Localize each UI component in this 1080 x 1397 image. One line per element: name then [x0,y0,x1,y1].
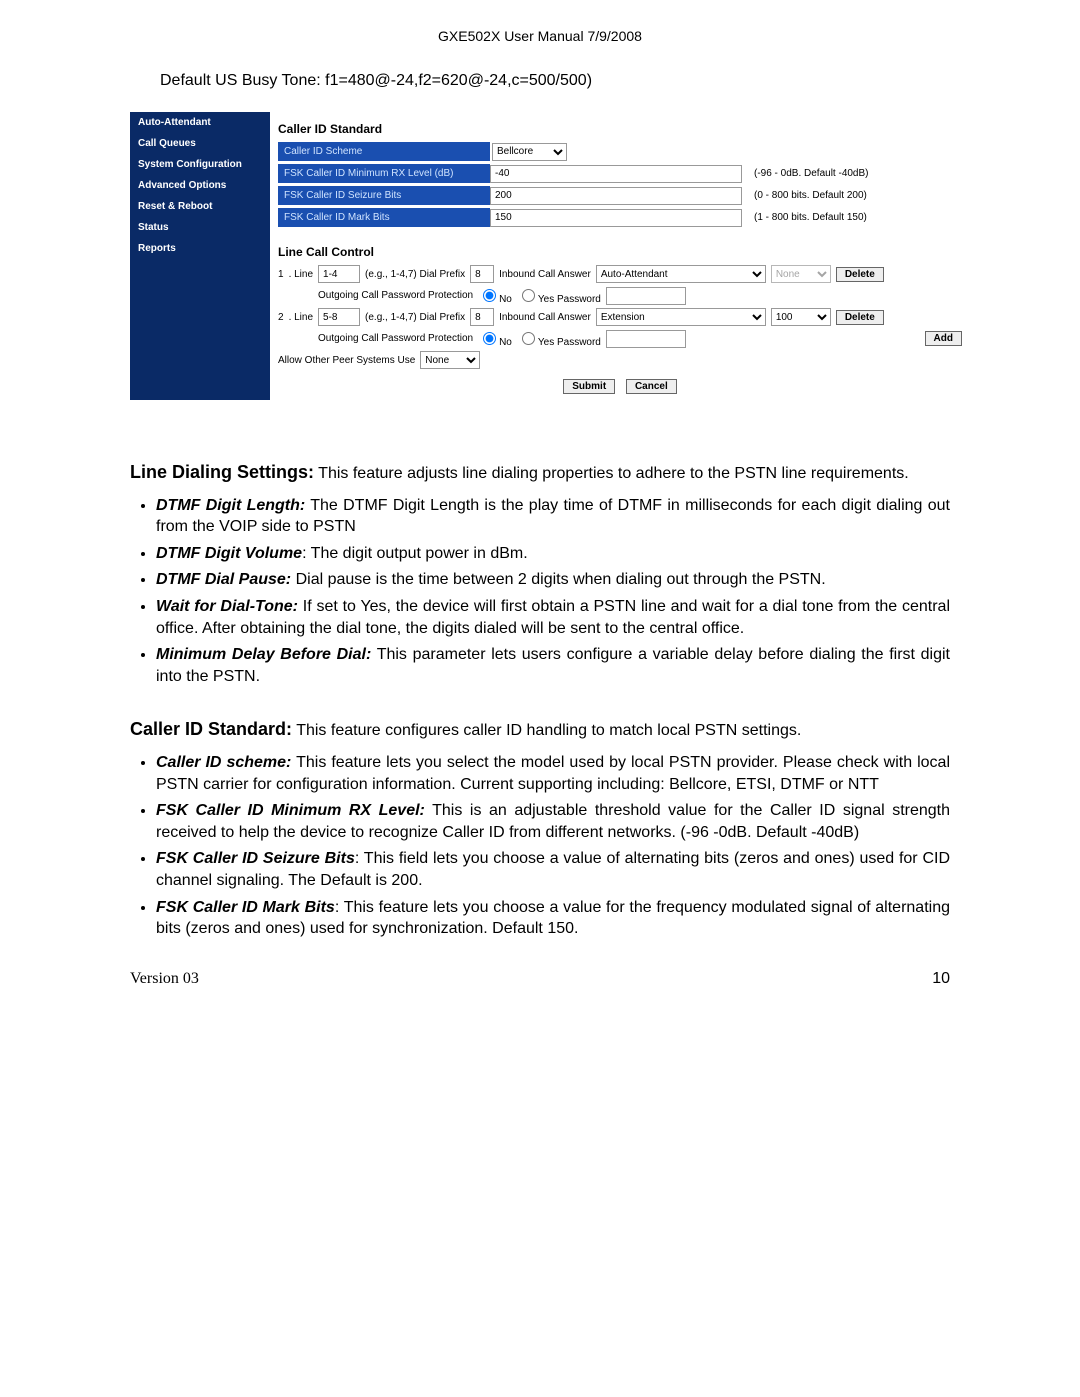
list-caller-id: Caller ID scheme: This feature lets you … [156,752,950,940]
label-seizure: FSK Caller ID Seizure Bits [278,186,490,205]
input-pwd-2[interactable] [606,330,686,348]
submit-button[interactable]: Submit [563,379,615,394]
section-caller-id: Caller ID Standard [278,122,962,136]
select-secondary-2[interactable]: 100 [771,308,831,326]
label-mark: FSK Caller ID Mark Bits [278,208,490,227]
section-line-call: Line Call Control [278,245,962,259]
input-seizure[interactable] [490,187,742,205]
delete-button-2[interactable]: Delete [836,310,884,325]
line-row-2: 2. Line (e.g., 1-4,7) Dial Prefix Inboun… [278,308,962,326]
label-rx-level: FSK Caller ID Minimum RX Level (dB) [278,164,490,183]
hint-mark: (1 - 800 bits. Default 150) [754,212,867,223]
page-header: GXE502X User Manual 7/9/2008 [0,28,1080,44]
out-row-1: Outgoing Call Password Protection No Yes… [318,286,962,305]
out-lbl-2: Outgoing Call Password Protection [318,333,473,344]
select-secondary-1[interactable]: None [771,265,831,283]
list-line-dialing: DTMF Digit Length: The DTMF Digit Length… [156,495,950,688]
admin-screenshot: Auto-Attendant Call Queues System Config… [130,112,970,400]
sidebar-item-advanced[interactable]: Advanced Options [130,175,270,196]
select-inbound-1[interactable]: Auto-Attendant [596,265,766,283]
cancel-button[interactable]: Cancel [626,379,677,394]
line-row-1: 1. Line (e.g., 1-4,7) Dial Prefix Inboun… [278,265,962,283]
row-seizure: FSK Caller ID Seizure Bits (0 - 800 bits… [278,186,962,205]
doc-caller-id: Caller ID Standard: This feature configu… [130,717,950,939]
eg-1: (e.g., 1-4,7) Dial Prefix [365,269,465,280]
row-cid-scheme: Caller ID Scheme Bellcore [278,142,962,161]
busy-tone-text: Default US Busy Tone: f1=480@-24,f2=620@… [160,72,1080,90]
radio-no-2[interactable] [483,332,496,345]
row-mark: FSK Caller ID Mark Bits (1 - 800 bits. D… [278,208,962,227]
input-rx-level[interactable] [490,165,742,183]
h-caller-id: Caller ID Standard: [130,719,292,739]
sidebar-item-reset[interactable]: Reset & Reboot [130,196,270,217]
hint-seizure: (0 - 800 bits. Default 200) [754,190,867,201]
doc-line-dialing: Line Dialing Settings: This feature adju… [130,460,950,687]
radio-no-1[interactable] [483,289,496,302]
input-prefix-2[interactable] [470,308,494,326]
sidebar-item-status[interactable]: Status [130,217,270,238]
label-cid-scheme: Caller ID Scheme [278,142,490,161]
select-allow[interactable]: None [420,351,480,369]
input-line-2[interactable] [318,308,360,326]
inbound-lbl-2: Inbound Call Answer [499,312,591,323]
delete-button-1[interactable]: Delete [836,267,884,282]
input-pwd-1[interactable] [606,287,686,305]
sidebar: Auto-Attendant Call Queues System Config… [130,112,270,400]
sidebar-item-reports[interactable]: Reports [130,238,270,259]
allow-lbl: Allow Other Peer Systems Use [278,355,415,366]
allow-row: Allow Other Peer Systems Use None [278,351,962,369]
sidebar-item-auto-attendant[interactable]: Auto-Attendant [130,112,270,133]
radio-yes-1[interactable] [522,289,535,302]
inbound-lbl-1: Inbound Call Answer [499,269,591,280]
page-number: 10 [932,970,950,988]
sidebar-item-call-queues[interactable]: Call Queues [130,133,270,154]
line-idx-1: 1 [278,269,284,280]
input-mark[interactable] [490,209,742,227]
hint-rx-level: (-96 - 0dB. Default -40dB) [754,168,869,179]
row-rx-level: FSK Caller ID Minimum RX Level (dB) (-96… [278,164,962,183]
line-idx-2: 2 [278,312,284,323]
input-line-1[interactable] [318,265,360,283]
out-lbl-1: Outgoing Call Password Protection [318,290,473,301]
sidebar-item-system-config[interactable]: System Configuration [130,154,270,175]
input-prefix-1[interactable] [470,265,494,283]
select-cid-scheme[interactable]: Bellcore [492,143,567,161]
radio-yes-2[interactable] [522,332,535,345]
add-button[interactable]: Add [925,331,962,346]
h-line-dialing: Line Dialing Settings: [130,462,314,482]
out-row-2: Outgoing Call Password Protection No Yes… [318,329,962,348]
eg-2: (e.g., 1-4,7) Dial Prefix [365,312,465,323]
select-inbound-2[interactable]: Extension [596,308,766,326]
